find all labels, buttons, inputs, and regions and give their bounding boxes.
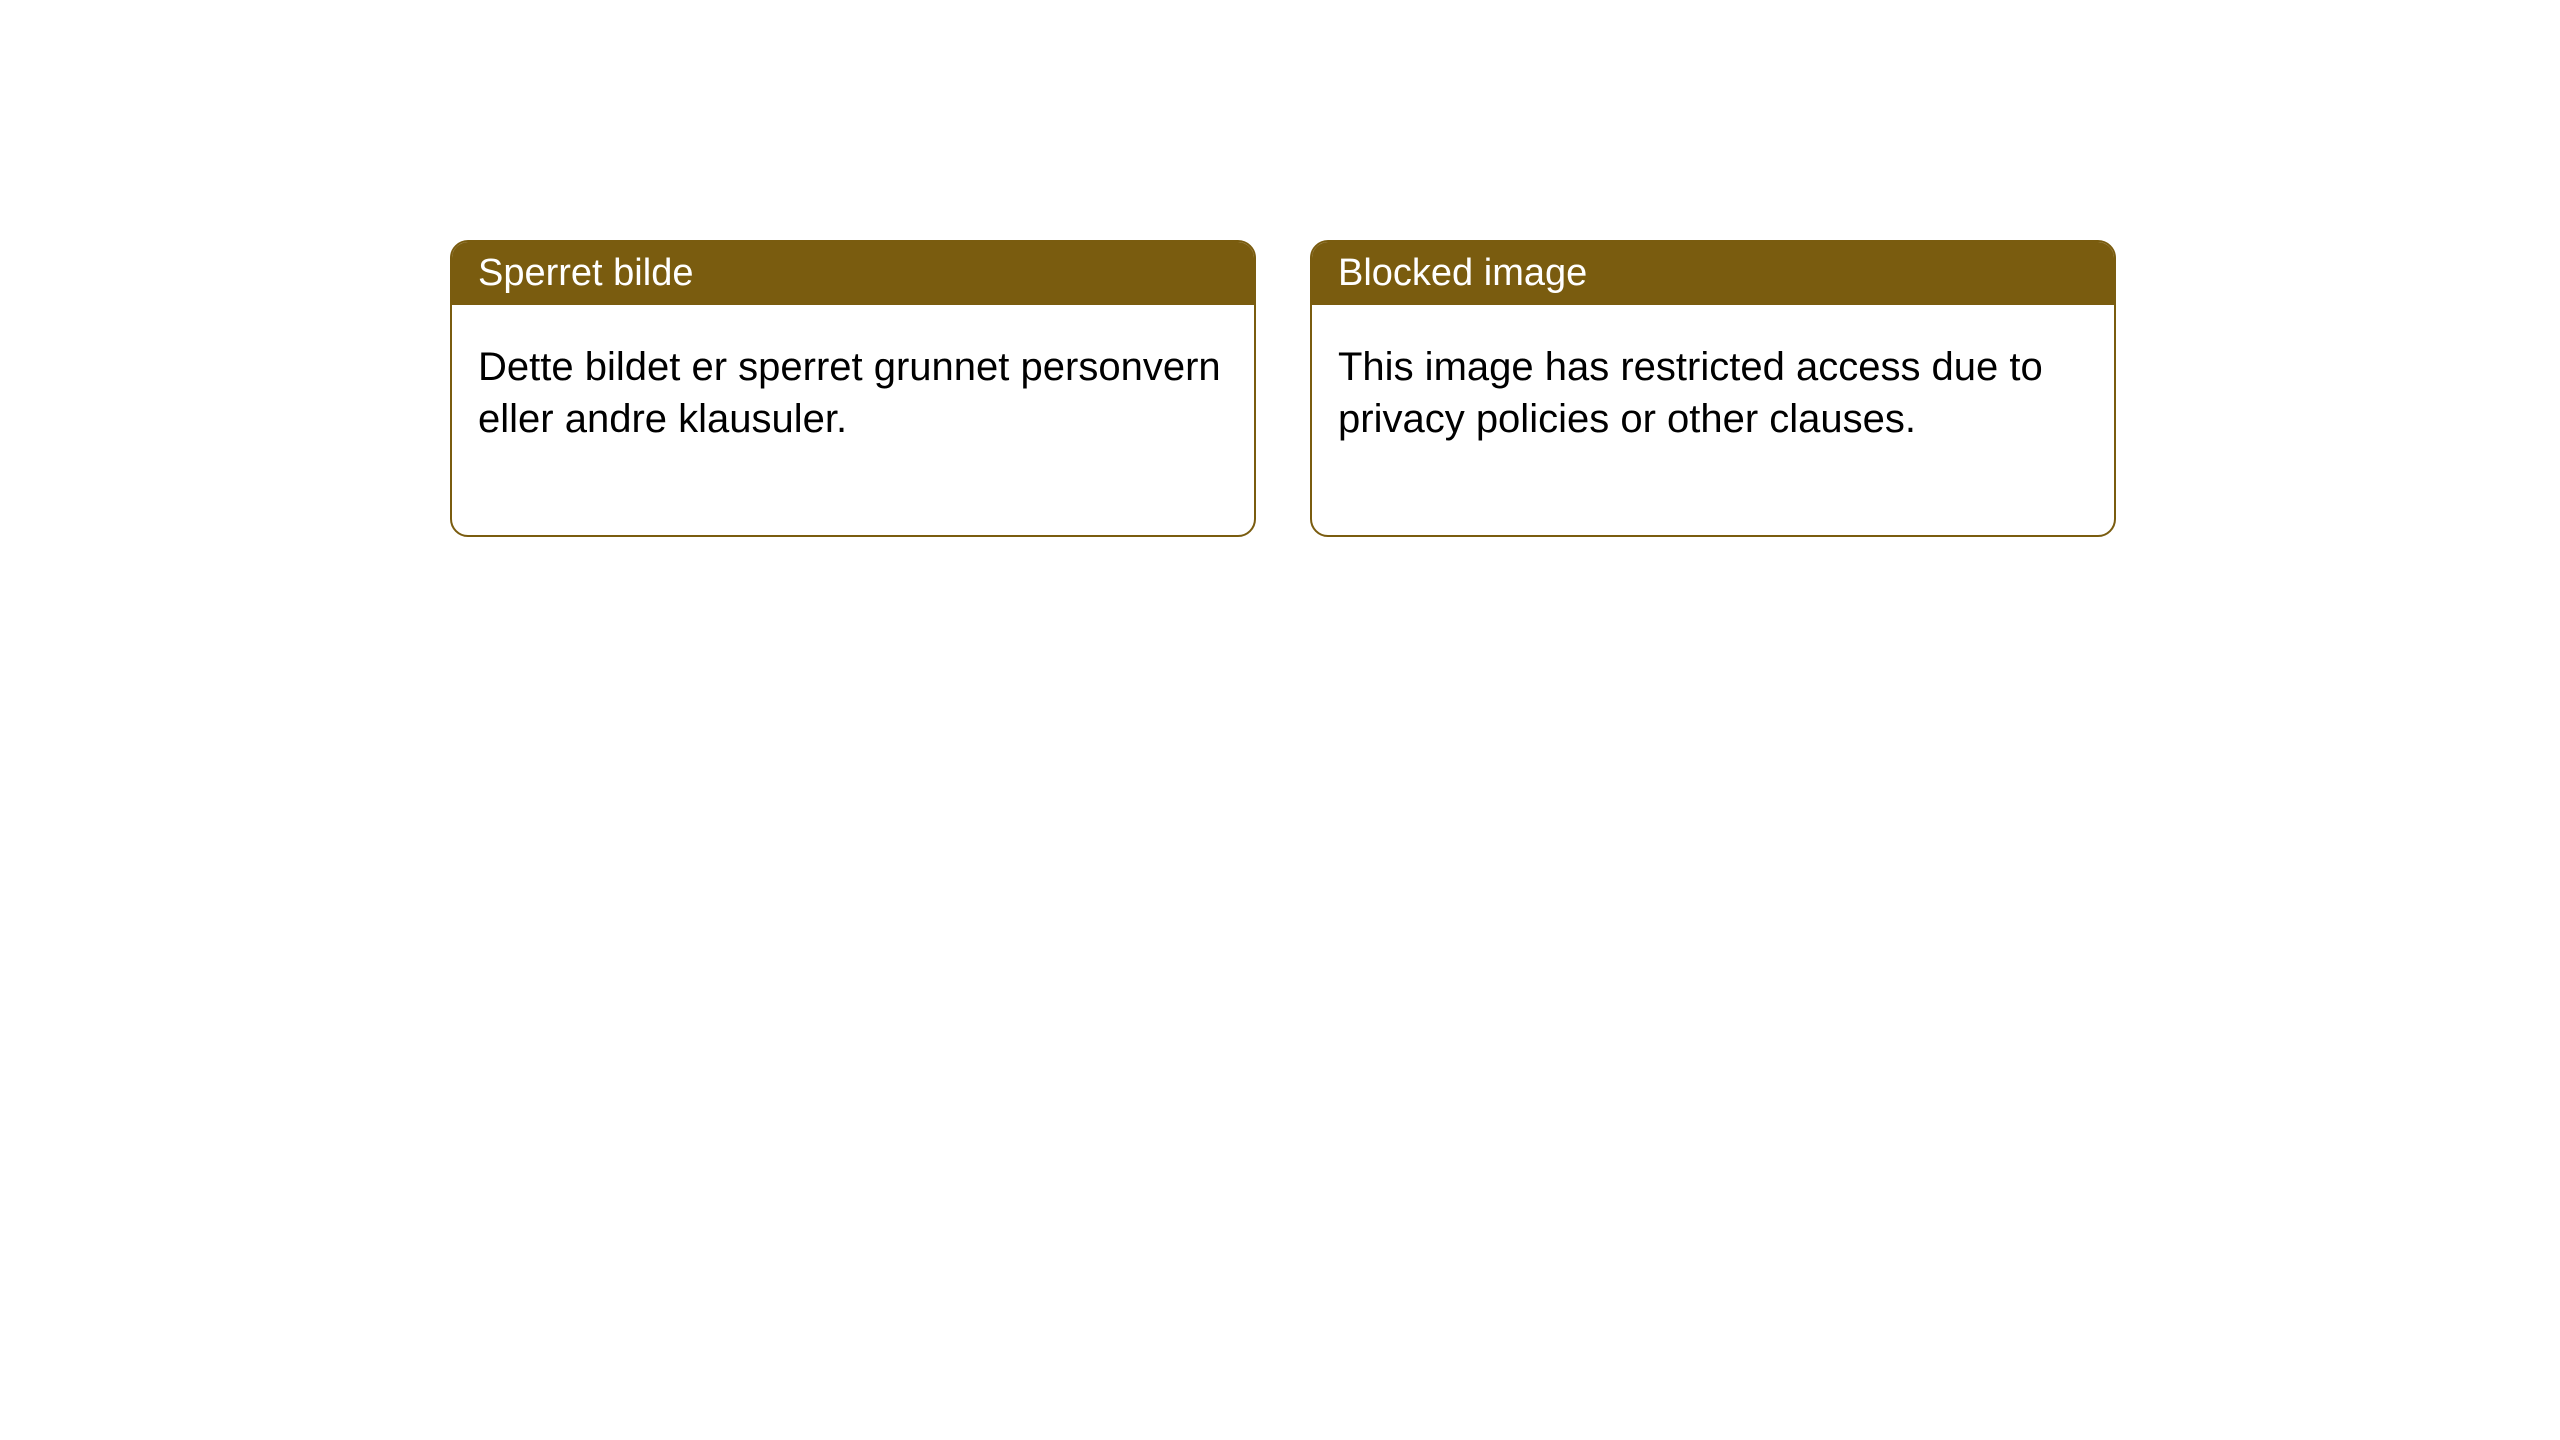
card-header: Blocked image <box>1312 242 2114 305</box>
notice-card-english: Blocked image This image has restricted … <box>1310 240 2116 537</box>
card-title: Sperret bilde <box>478 252 693 294</box>
notice-cards-container: Sperret bilde Dette bildet er sperret gr… <box>450 240 2116 537</box>
card-header: Sperret bilde <box>452 242 1254 305</box>
card-title: Blocked image <box>1338 252 1587 294</box>
notice-card-norwegian: Sperret bilde Dette bildet er sperret gr… <box>450 240 1256 537</box>
card-body-text: This image has restricted access due to … <box>1338 345 2043 441</box>
card-body: This image has restricted access due to … <box>1312 305 2114 535</box>
card-body: Dette bildet er sperret grunnet personve… <box>452 305 1254 535</box>
card-body-text: Dette bildet er sperret grunnet personve… <box>478 345 1221 441</box>
